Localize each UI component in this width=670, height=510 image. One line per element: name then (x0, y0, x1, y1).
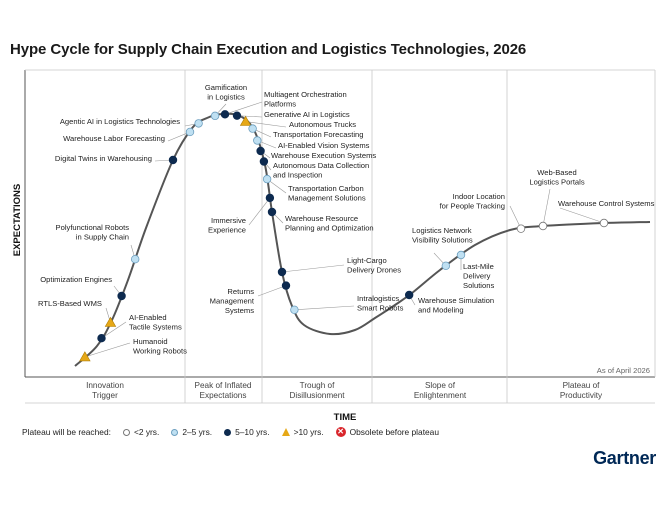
navy-circle-icon (224, 428, 232, 436)
chart-title: Hype Cycle for Supply Chain Execution an… (10, 41, 527, 58)
legend: Plateau will be reached: <2 yrs. 2–5 yrs… (22, 427, 451, 437)
point-light-cargo-delivery-drones (277, 267, 287, 277)
triangle-icon (281, 428, 290, 436)
legend-label: 2–5 yrs. (182, 427, 213, 437)
phase-labels: Innovation Trigger Peak of Inflated Expecta… (86, 381, 603, 400)
leader-autonomous-trucks (245, 121, 287, 128)
point-digital-twins-in-warehousing (168, 155, 178, 165)
label-autonomous-data-collection-and-inspection: Autonomous Data Collection and Inspection (273, 161, 369, 180)
legend-label: Obsolete before plateau (349, 427, 439, 437)
x-axis-title: TIME (334, 412, 357, 423)
leader-immersive-experience (248, 197, 271, 226)
label-warehouse-execution-systems: Warehouse Execution Systems (271, 151, 376, 160)
point-web-based-logistics-portals (538, 221, 548, 231)
label-agentic-ai-in-logistics-technologies: Agentic AI in Logistics Technologies (60, 117, 180, 126)
legend-item-2to5: 2–5 yrs. (171, 427, 212, 437)
legend-item-gt10: >10 yrs. (281, 427, 324, 437)
point-transportation-forecasting (248, 124, 257, 133)
label-last-mile-delivery-solutions: Last-Mile Delivery Solutions (463, 262, 494, 290)
label-returns-management-systems: Returns Management Systems (210, 287, 255, 315)
label-indoor-location-for-people-tracking: Indoor Location for People Tracking (440, 192, 505, 211)
point-warehouse-execution-systems (256, 146, 265, 156)
point-intralogistics-smart-robots (290, 305, 299, 314)
label-warehouse-control-systems: Warehouse Control Systems (558, 199, 655, 208)
point-generative-ai-in-logistics (232, 111, 242, 120)
leader-humanoid-working-robots (84, 342, 131, 358)
point-returns-management-systems (281, 281, 291, 290)
leader-ai-enabled-tactile-systems (101, 321, 127, 339)
phase-label-plateau-of-productivity: Plateau of Productivity (560, 381, 603, 400)
technology-labels: Humanoid Working Robots AI-Enabled Tactile … (38, 83, 655, 356)
leader-light-cargo-delivery-drones (281, 264, 345, 273)
label-transportation-forecasting: Transportation Forecasting (273, 130, 363, 139)
label-ai-enabled-vision-systems: AI-Enabled Vision Systems (278, 141, 370, 150)
point-warehouse-simulation-and-modeling (404, 290, 414, 300)
label-web-based-logistics-portals: Web-Based Logistics Portals (529, 168, 584, 187)
leader-returns-management-systems (257, 285, 287, 297)
label-warehouse-resource-planning-and-optimization: Warehouse Resource Planning and Optimizat… (285, 214, 374, 233)
leader-web-based-logistics-portals (542, 188, 551, 227)
point-warehouse-control-systems (599, 218, 609, 228)
point-agentic-ai-in-logistics-technologies (194, 119, 203, 128)
obsolete-x-icon: ✕ (335, 427, 346, 437)
label-generative-ai-in-logistics: Generative AI in Logistics (264, 110, 350, 119)
legend-item-obsolete: ✕ Obsolete before plateau (335, 427, 439, 437)
technology-points (79, 110, 609, 362)
label-gamification-in-logistics: Gamification in Logistics (205, 83, 247, 102)
legend-label: >10 yrs. (293, 427, 324, 437)
point-ai-enabled-vision-systems (253, 136, 262, 145)
point-logistics-network-visibility-solutions (441, 261, 451, 271)
leader-intralogistics-smart-robots (294, 305, 355, 311)
phase-label-peak-of-inflated-expectations: Peak of Inflated Expectations (195, 381, 252, 400)
phase-label-trough-of-disillusionment: Trough of Disillusionment (289, 381, 345, 400)
point-immersive-experience (265, 193, 275, 203)
phase-label-slope-of-enlightenment: Slope of Enlightenment (414, 381, 467, 400)
point-gamification-in-logistics (210, 111, 220, 121)
point-warehouse-resource-planning-and-optimization (267, 207, 277, 217)
label-transportation-carbon-management-solutions: Transportation Carbon Management Solution… (288, 184, 366, 203)
point-autonomous-data-collection-and-inspection (259, 157, 269, 166)
phase-label-innovation-trigger: Innovation Trigger (86, 381, 124, 400)
label-polyfunctional-robots-in-supply-chain: Polyfunctional Robots in Supply Chain (56, 223, 130, 242)
leader-warehouse-control-systems (559, 207, 605, 224)
chart-frame (24, 69, 656, 404)
point-ai-enabled-tactile-systems (97, 334, 106, 343)
legend-label: <2 yrs. (133, 427, 160, 437)
point-last-mile-delivery-solutions (456, 250, 466, 260)
legend-item-5to10: 5–10 yrs. (224, 427, 270, 437)
label-digital-twins-in-warehousing: Digital Twins in Warehousing (55, 154, 152, 163)
point-humanoid-working-robots (79, 351, 91, 362)
point-transportation-carbon-management-solutions (262, 174, 272, 184)
point-polyfunctional-robots-in-supply-chain (130, 255, 140, 264)
label-light-cargo-delivery-drones: Light-Cargo Delivery Drones (347, 256, 401, 275)
label-immersive-experience: Immersive Experience (208, 216, 246, 235)
label-warehouse-simulation-and-modeling: Warehouse Simulation and Modeling (418, 296, 494, 315)
label-humanoid-working-robots: Humanoid Working Robots (133, 337, 187, 356)
gartner-logo: Gartner (593, 448, 656, 468)
label-rtls-based-wms: RTLS-Based WMS (38, 299, 102, 308)
white-circle-icon (122, 428, 130, 436)
legend-label: 5–10 yrs. (235, 427, 270, 437)
label-multiagent-orchestration-platforms: Multiagent Orchestration Platforms (264, 90, 347, 109)
point-warehouse-labor-forecasting (185, 127, 195, 137)
point-optimization-engines (117, 291, 126, 301)
label-intralogistics-smart-robots: Intralogistics Smart Robots (357, 294, 404, 313)
point-indoor-location-for-people-tracking (516, 224, 526, 233)
as-of-note: As of April 2026 (597, 366, 650, 375)
point-rtls-based-wms (104, 316, 117, 327)
legend-item-lt2: <2 yrs. (122, 427, 160, 437)
label-optimization-engines: Optimization Engines (40, 275, 112, 284)
label-logistics-network-visibility-solutions: Logistics Network Visibility Solutions (412, 226, 473, 245)
label-autonomous-trucks: Autonomous Trucks (289, 120, 356, 129)
point-autonomous-trucks (239, 115, 252, 126)
label-ai-enabled-tactile-systems: AI-Enabled Tactile Systems (129, 313, 182, 332)
legend-title: Plateau will be reached: (22, 427, 111, 437)
leader-multiagent-orchestration-platforms (224, 101, 263, 115)
light-blue-circle-icon (171, 428, 179, 436)
point-multiagent-orchestration-platforms (220, 110, 230, 119)
label-warehouse-labor-forecasting: Warehouse Labor Forecasting (63, 134, 165, 143)
y-axis-title: EXPECTATIONS (12, 184, 23, 257)
